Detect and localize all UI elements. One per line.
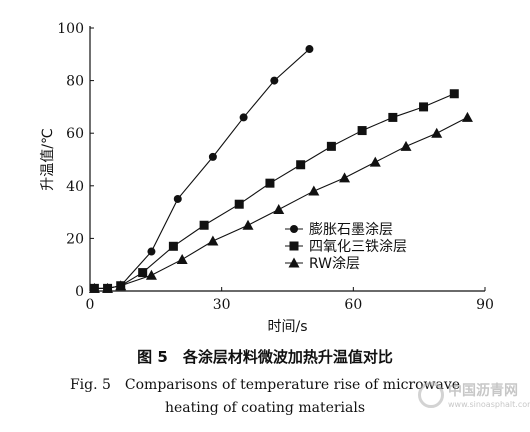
data-point xyxy=(173,194,182,203)
series-line xyxy=(94,48,310,289)
legend-item: 四氧化三铁涂层 xyxy=(285,239,407,255)
data-point xyxy=(273,203,285,214)
series-line xyxy=(94,116,468,289)
x-tick-label: 30 xyxy=(213,297,231,313)
data-point xyxy=(326,141,336,151)
data-point xyxy=(265,178,275,188)
data-point xyxy=(388,112,398,122)
chart: 0 20 40 60 80 100 0 30 60 90 时间/s 升温值/℃ 膨胀石墨涂层四氧化三铁涂… xyxy=(40,21,494,335)
data-point xyxy=(88,282,100,293)
legend-marker xyxy=(289,241,299,251)
data-point xyxy=(419,102,429,112)
y-axis-label: 升温值/℃ xyxy=(40,128,56,190)
data-point xyxy=(147,247,156,256)
legend-label: 四氧化三铁涂层 xyxy=(309,239,407,255)
data-point xyxy=(400,140,412,151)
y-tick-label: 40 xyxy=(66,179,84,195)
series-3 xyxy=(88,111,473,293)
data-point xyxy=(115,280,127,291)
legend-label: RW涂层 xyxy=(309,256,360,272)
data-point xyxy=(242,219,254,230)
legend-marker xyxy=(290,225,298,233)
series-line xyxy=(94,93,455,289)
legend-marker xyxy=(288,257,300,268)
watermark-url: www.sinoasphalt.com xyxy=(448,400,530,409)
watermark-name: 中国沥青网 xyxy=(448,383,518,399)
data-point xyxy=(357,126,367,136)
legend-label: 膨胀石墨涂层 xyxy=(309,221,393,238)
data-point xyxy=(176,253,188,264)
x-axis-label: 时间/s xyxy=(267,319,307,335)
data-point xyxy=(145,269,157,280)
data-point xyxy=(431,127,443,138)
y-tick-label: 80 xyxy=(66,74,84,90)
figure-caption-chinese: 图 5 各涂层材料微波加热升温值对比 xyxy=(137,348,393,366)
data-point xyxy=(308,185,320,196)
x-tick-label: 0 xyxy=(86,297,95,313)
figure-caption-english-line-1: Fig. 5 Comparisons of temperature rise o… xyxy=(69,377,461,393)
y-tick-label: 0 xyxy=(75,284,84,300)
watermark-logo-icon xyxy=(418,382,444,408)
legend-item: 膨胀石墨涂层 xyxy=(285,221,393,238)
data-point xyxy=(296,160,306,170)
data-point xyxy=(449,89,459,99)
data-point xyxy=(234,199,244,209)
y-tick-label: 60 xyxy=(66,126,84,142)
x-tick-label: 90 xyxy=(476,297,494,313)
data-point xyxy=(305,45,314,54)
series-2 xyxy=(89,89,459,293)
y-tick-label: 20 xyxy=(66,231,84,247)
data-point xyxy=(207,235,219,246)
legend-item: RW涂层 xyxy=(285,256,360,272)
data-point xyxy=(208,152,217,161)
watermark: 中国沥青网 www.sinoasphalt.com xyxy=(414,380,530,414)
data-point xyxy=(168,241,178,251)
data-point xyxy=(138,268,148,278)
y-tick-label: 100 xyxy=(57,21,84,37)
data-point xyxy=(239,113,248,122)
data-point xyxy=(199,220,209,230)
data-point xyxy=(270,76,279,85)
data-point xyxy=(102,282,114,293)
data-point xyxy=(369,156,381,167)
data-point xyxy=(461,111,473,122)
series-1 xyxy=(90,45,314,293)
x-tick-label: 60 xyxy=(344,297,362,313)
figure-caption-english-line-2: heating of coating materials xyxy=(164,400,366,416)
data-point xyxy=(339,172,351,183)
